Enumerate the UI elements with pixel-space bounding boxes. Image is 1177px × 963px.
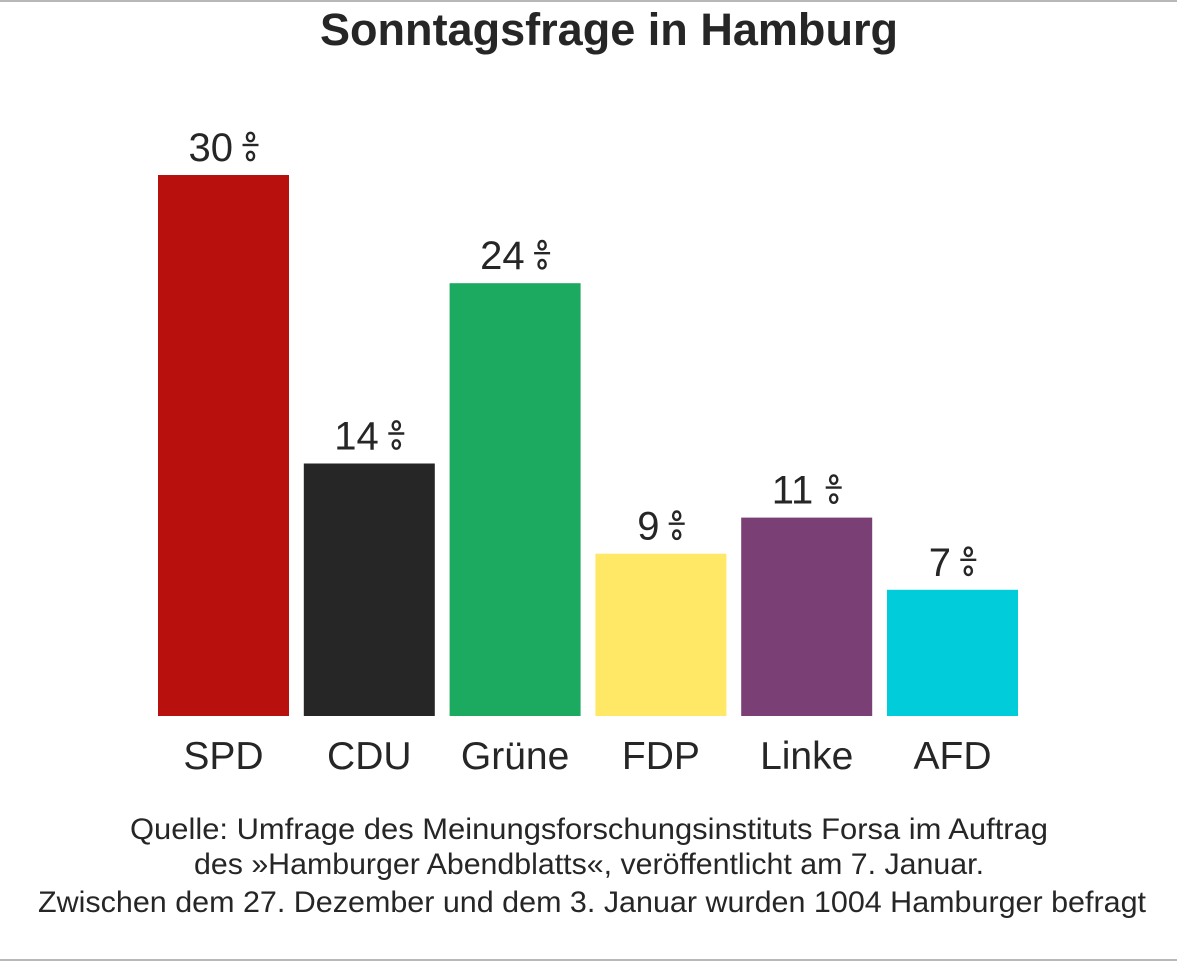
value-label-cdu: 14	[334, 415, 405, 459]
value-number: 9	[637, 505, 659, 549]
bars-group	[158, 175, 1018, 716]
value-labels-group: 30 14 24 9 11 7	[189, 126, 977, 585]
value-label-fdp: 9	[637, 505, 685, 549]
bar-grune	[449, 283, 581, 716]
value-label-spd: 30	[189, 126, 259, 170]
percent-icon	[825, 474, 842, 504]
category-label-fdp: FDP	[622, 735, 700, 778]
bar-afd	[887, 589, 1018, 716]
percent-icon	[668, 510, 685, 541]
value-number: 14	[334, 415, 379, 459]
bar-cdu	[303, 463, 435, 716]
value-number: 24	[480, 234, 524, 278]
value-number: 30	[189, 126, 234, 170]
category-label-afd: AFD	[914, 735, 992, 778]
value-label-grune: 24	[480, 234, 551, 278]
category-label-grune: Grüne	[461, 735, 569, 778]
value-number: 11	[772, 469, 814, 513]
footnote: Quelle: Umfrage des Meinungsforschungsin…	[38, 813, 1147, 919]
footnote-line-3: Zwischen dem 27. Dezember und dem 3. Jan…	[38, 886, 1147, 919]
category-label-cdu: CDU	[327, 735, 412, 778]
percent-icon	[242, 131, 259, 162]
bar-linke	[741, 517, 873, 716]
value-label-afd: 7	[929, 541, 977, 585]
value-label-linke: 11	[772, 469, 842, 513]
percent-icon	[534, 239, 551, 270]
chart-title: Sonntagsfrage in Hamburg	[320, 4, 898, 55]
category-label-linke: Linke	[760, 735, 853, 778]
percent-icon	[388, 420, 405, 450]
category-label-spd: SPD	[183, 735, 263, 778]
percent-icon	[960, 546, 977, 577]
footnote-line-2: des »Hamburger Abendblatts«, veröffentli…	[194, 848, 984, 881]
category-labels-group: SPD CDU Grüne FDP Linke AFD	[183, 735, 991, 778]
value-number: 7	[929, 541, 951, 585]
bar-fdp	[595, 553, 727, 716]
footnote-line-1: Quelle: Umfrage des Meinungsforschungsin…	[130, 813, 1048, 846]
bar-spd	[158, 175, 289, 716]
